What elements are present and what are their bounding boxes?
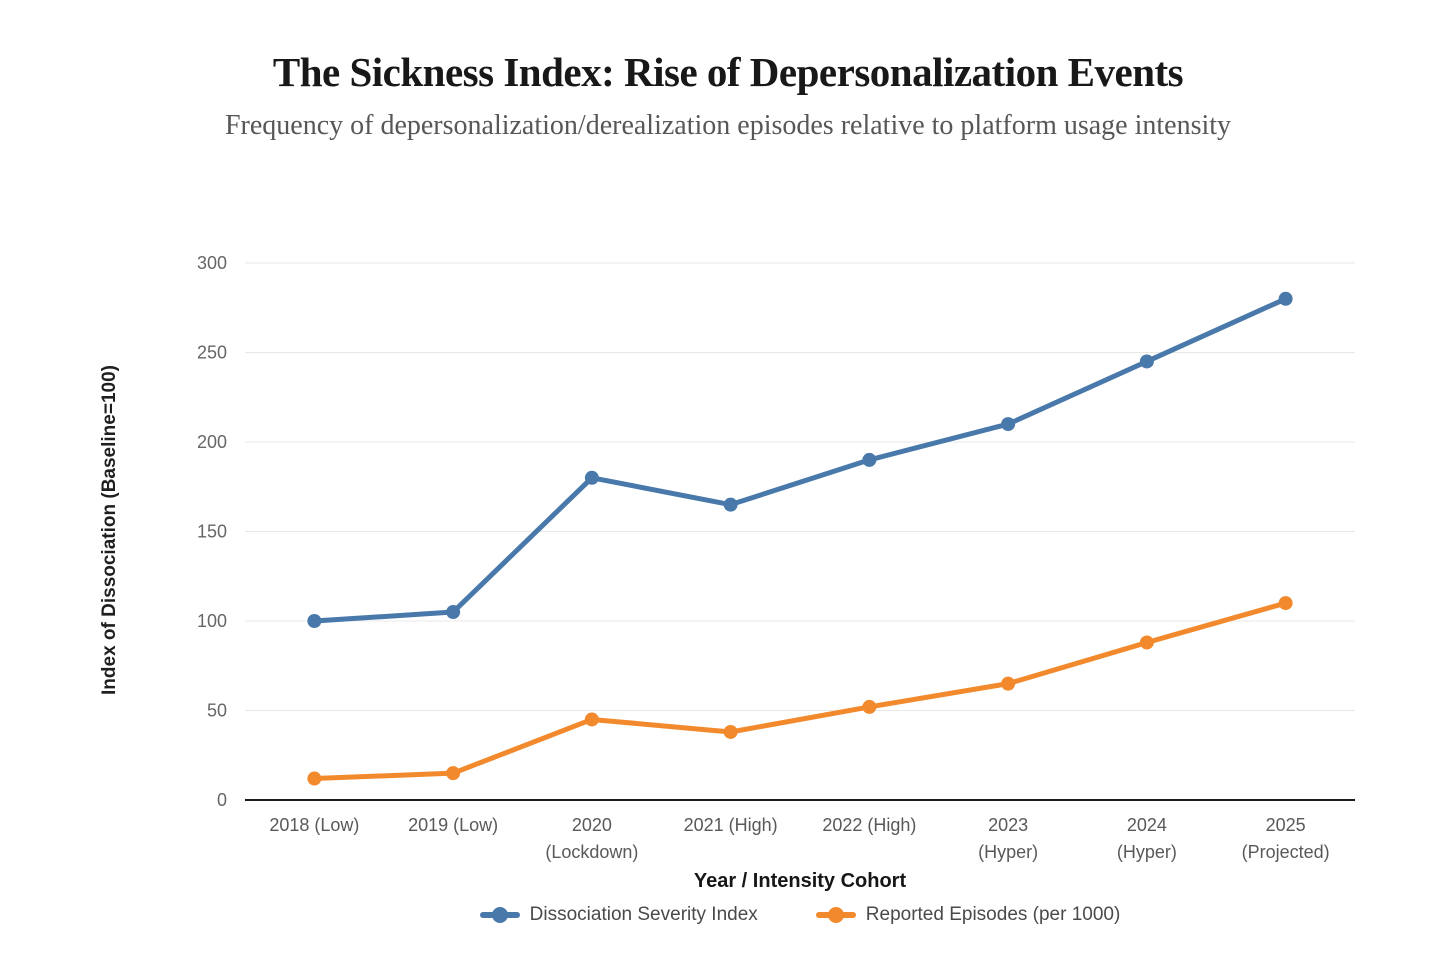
legend-line-dot-icon: [479, 907, 520, 923]
legend-line-dot-icon: [815, 907, 856, 923]
x-category-label: 2019 (Low): [408, 815, 498, 835]
data-point-marker: [1278, 596, 1293, 611]
chart-subtitle: Frequency of depersonalization/derealiza…: [224, 110, 1232, 141]
x-category-label: (Hyper): [1117, 842, 1177, 862]
data-point-marker: [862, 699, 877, 714]
x-category-label: 2025: [1266, 815, 1306, 835]
x-category-label: (Projected): [1242, 842, 1330, 862]
data-point-marker: [1139, 635, 1154, 650]
legend-dot-swatch: [827, 907, 844, 923]
legend-dot-swatch: [491, 907, 508, 923]
legend: Dissociation Severity Index Reported Epis…: [245, 904, 1355, 926]
data-point-marker: [1139, 354, 1154, 369]
data-point-marker: [1278, 291, 1293, 306]
y-tick-label: 0: [217, 790, 227, 810]
data-point-marker: [584, 470, 599, 485]
chart-title: The Sickness Index: Rise of Depersonaliz…: [272, 49, 1184, 95]
y-tick-label: 50: [207, 701, 227, 721]
legend-label: Reported Episodes (per 1000): [865, 904, 1121, 925]
x-category-label: 2022 (High): [822, 815, 916, 835]
data-point-marker: [862, 452, 877, 467]
x-category-label: 2018 (Low): [269, 815, 359, 835]
data-point-marker: [1001, 676, 1016, 691]
legend-item: Dissociation Severity Index: [479, 904, 758, 926]
data-point-marker: [446, 605, 461, 620]
data-point-marker: [307, 771, 322, 786]
y-tick-label: 200: [197, 432, 227, 452]
legend-item: Reported Episodes (per 1000): [815, 904, 1121, 926]
x-category-label: (Hyper): [978, 842, 1038, 862]
y-tick-label: 300: [197, 253, 227, 273]
y-tick-label: 150: [197, 522, 227, 542]
x-category-label: (Lockdown): [545, 842, 638, 862]
x-category-label: 2021 (High): [684, 815, 778, 835]
data-point-marker: [307, 614, 322, 628]
legend-label: Dissociation Severity Index: [529, 904, 758, 925]
data-point-marker: [723, 497, 738, 512]
data-point-marker: [584, 712, 599, 727]
data-point-marker: [723, 724, 738, 739]
y-tick-label: 250: [197, 343, 227, 363]
series-line: [311, 296, 1289, 624]
data-point-marker: [446, 766, 461, 781]
x-category-label: 2024: [1127, 815, 1167, 835]
x-axis-title: Year / Intensity Cohort: [693, 870, 907, 892]
data-point-marker: [1001, 417, 1016, 432]
plot-area: 0 50 100 150 200 250 300 2018 (Low) 2019 (Low) 20…: [197, 253, 1355, 862]
x-category-label: 2023: [988, 815, 1028, 835]
series-line: [311, 600, 1289, 782]
x-category-label: 2020: [572, 815, 612, 835]
y-tick-label: 100: [197, 611, 227, 631]
